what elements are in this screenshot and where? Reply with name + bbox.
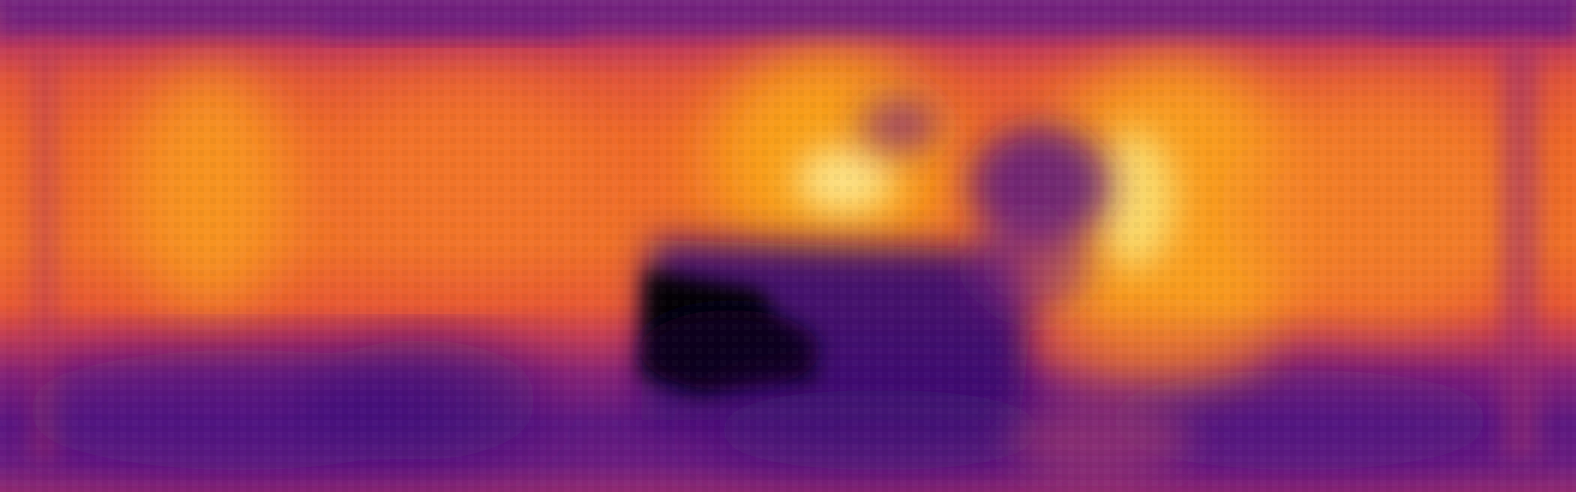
depth-map-canvas bbox=[0, 0, 1576, 492]
grain-overlay bbox=[0, 0, 1576, 492]
depth-map-image bbox=[0, 0, 1576, 492]
